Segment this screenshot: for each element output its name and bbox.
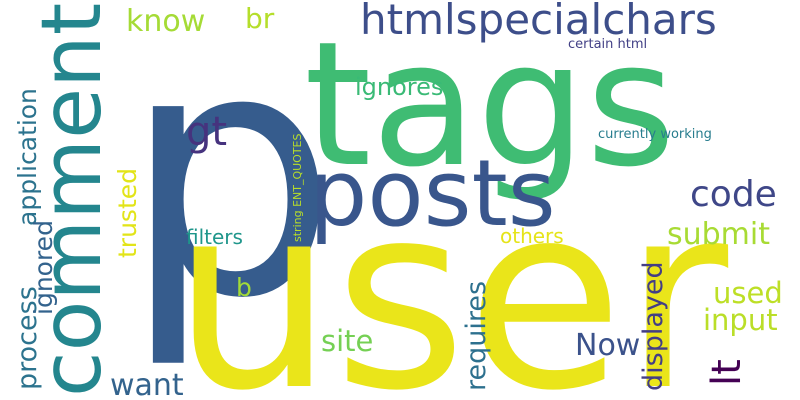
word-process: process (12, 286, 43, 390)
word-br: br (245, 2, 275, 35)
word-user: user (172, 150, 728, 400)
word-posts: posts (309, 140, 556, 247)
word-certain-html: certain html (568, 37, 647, 52)
word-application: application (13, 88, 42, 226)
word-input: input (703, 303, 778, 337)
word-p: p (122, 0, 338, 373)
word-filters: filters (186, 225, 243, 249)
word-comments: comments (23, 0, 120, 397)
word-lt: lt (704, 359, 750, 386)
word-ignores: ignores (355, 73, 443, 101)
word-others: others (500, 224, 564, 248)
word-htmlspecialchars: htmlspecialchars (360, 0, 717, 44)
word-want: want (110, 368, 184, 400)
word-b: b (236, 273, 252, 302)
word-know: know (126, 4, 205, 39)
word-ignored: ignored (29, 220, 58, 315)
word-used: used (713, 276, 783, 310)
word-site: site (321, 324, 373, 358)
word-displayed: displayed (638, 261, 669, 391)
word-tags: tags (304, 4, 676, 205)
word-currently-working: currently working (598, 127, 712, 142)
word-requires: requires (461, 281, 492, 391)
word-now: Now (575, 328, 640, 363)
word-trusted: trusted (113, 168, 142, 258)
word-submit: submit (667, 217, 770, 252)
word-code: code (690, 174, 777, 215)
word-gt: gt (186, 109, 227, 155)
word-string-ent-quotes: string ENT_QUOTES (291, 133, 304, 242)
